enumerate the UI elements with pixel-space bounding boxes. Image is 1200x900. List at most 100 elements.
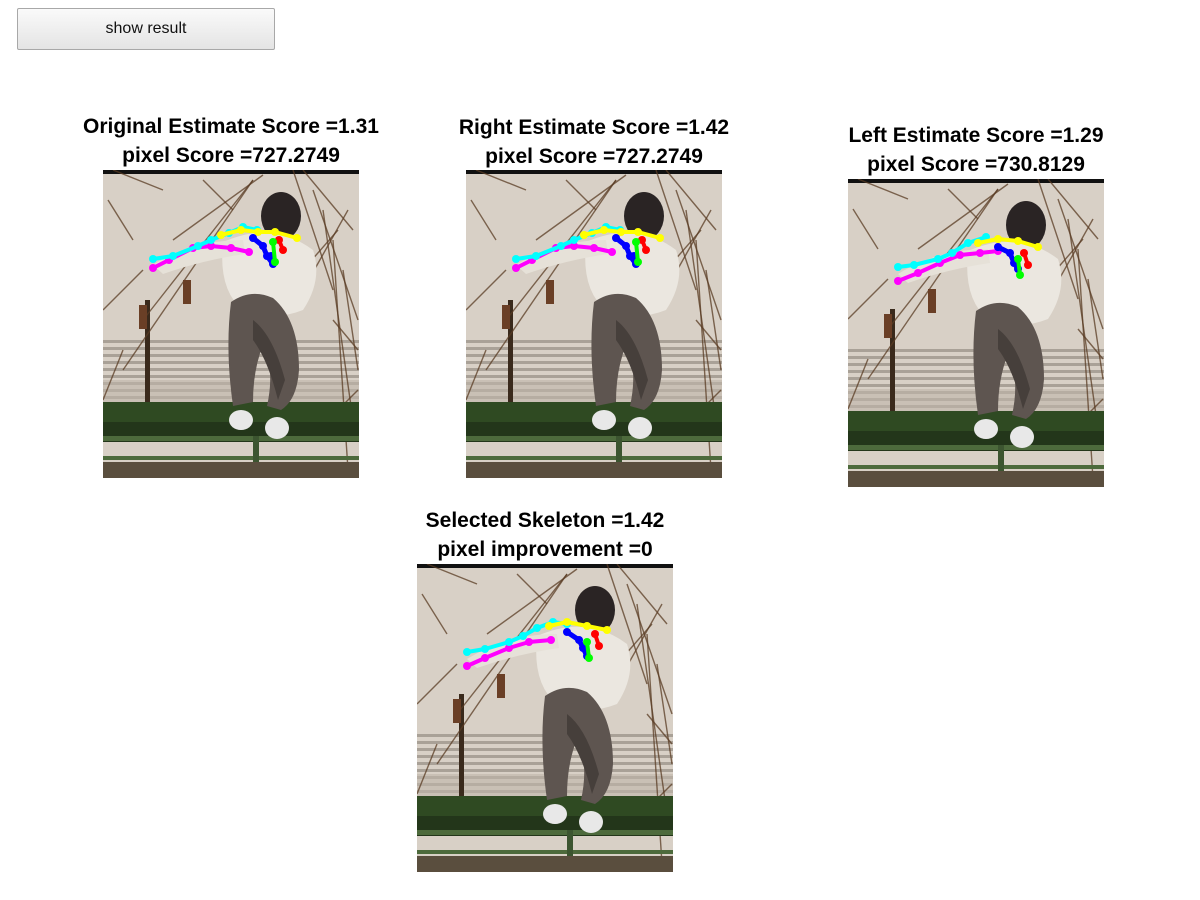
tree-branch [112,170,164,191]
ground [417,856,673,872]
shoulder-line-joint [271,228,279,236]
original-estimate-score-title: Original Estimate Score =1.31 [83,115,379,138]
tree-branch [312,189,359,321]
right-pixel-score-title: pixel Score =727.2749 [485,145,703,168]
railing-top [103,436,359,441]
tree-branch [122,179,254,371]
tree-branch [665,170,717,231]
person-shoe-right [265,417,289,439]
person-shoe-left [229,410,253,430]
left-arm-line-joint [505,638,513,646]
torso-line-joint [1006,249,1014,257]
left-arm-line-joint [463,648,471,656]
left-arm-line-joint [512,255,520,263]
tree-branch [1057,198,1104,330]
traffic-light [453,699,461,723]
tree-branch [107,199,134,241]
tree-branch [485,179,617,371]
left-arm-line-joint [557,242,565,250]
torso-line-joint [612,234,620,242]
tree-branch [302,170,354,231]
right-arm-line-joint [227,244,235,252]
head-line-joint [271,258,279,266]
tree-branch [426,564,478,585]
left-arm-line-joint [481,645,489,653]
left-arm-line-joint [533,624,541,632]
left-estimate-panel: Left Estimate Score =1.29 pixel Score =7… [834,121,1118,491]
left-arm-line-joint [519,632,527,640]
person-pants-shadow [616,320,648,400]
tree-branch [292,170,334,291]
tree-branch [646,713,673,745]
left-arm-line-joint [894,263,902,271]
tree-branch [417,743,438,795]
torso-accent-line-joint [642,246,650,254]
left-arm-line-joint [570,236,578,244]
ground [466,462,722,478]
right-arm-line-joint [512,264,520,272]
person-shoe-left [974,419,998,439]
shoulder-line-joint [217,231,225,239]
tree-branch [202,179,234,211]
original-estimate-image [103,170,359,478]
head-line-joint [1014,255,1022,263]
person-pants-shadow [253,320,285,400]
shoulder-line [976,237,1040,249]
tree-branch [1037,179,1079,300]
shoulder-line-joint [293,234,301,242]
traffic-light [139,305,147,329]
torso-accent-line-joint [595,642,603,650]
left-arm-line-joint [948,249,956,257]
left-arm-line-joint [194,242,202,250]
show-result-button[interactable]: show result [17,8,275,50]
tree-trunk [145,300,150,420]
person-shoe-right [1010,426,1034,448]
shoulder-line-joint [656,234,664,242]
person-hat [575,586,615,634]
tree-branch [606,564,648,685]
railing-top [417,830,673,835]
left-arm-line-joint [934,255,942,263]
right-arm-line-joint [505,644,513,652]
selected-skeleton-score-title: Selected Skeleton =1.42 [425,509,665,532]
torso-line-joint [249,234,257,242]
traffic-light [497,674,505,698]
tree-branch [675,189,722,321]
torso-accent-line-joint [591,630,599,638]
tree-branch [466,349,487,401]
tree-branch [695,319,722,351]
tree-branch [103,269,144,311]
shoulder-line [547,620,609,632]
photo-top-border [417,564,673,568]
person-shoe-right [579,811,603,833]
railing-post [616,436,622,478]
person-hat [624,192,664,240]
tree-branch [516,573,548,605]
original-estimate-panel: Original Estimate Score =1.31 pixel Scor… [70,112,392,482]
person-pants-shadow [998,329,1030,409]
tree-trunk [508,300,513,420]
tree-branch [857,179,909,200]
person-hat [1006,201,1046,249]
tree-branch [535,174,627,241]
right-estimate-score-title: Right Estimate Score =1.42 [458,116,730,139]
left-arm-line-joint [532,252,540,260]
right-arm-line-joint [914,269,922,277]
photo-top-border [466,170,722,174]
tree-branch [947,188,979,220]
tree-branch [332,319,359,351]
shoulder-line-joint [974,239,982,247]
tree-branch [852,208,879,250]
right-arm-line-joint [590,244,598,252]
left-arm-line-joint [207,236,215,244]
tree-trunk [890,309,895,429]
selected-skeleton-panel: Selected Skeleton =1.42 pixel improvemen… [412,506,678,876]
right-arm-line-joint [149,264,157,272]
shoulder-line-joint [603,626,611,634]
person-pants-shadow [567,714,599,794]
left-arm-line-joint [964,239,972,247]
right-arm-line-joint [463,662,471,670]
right-arm-line-joint [570,242,578,250]
selected-skeleton-image [417,564,673,872]
shoulder-line-joint [1034,243,1042,251]
